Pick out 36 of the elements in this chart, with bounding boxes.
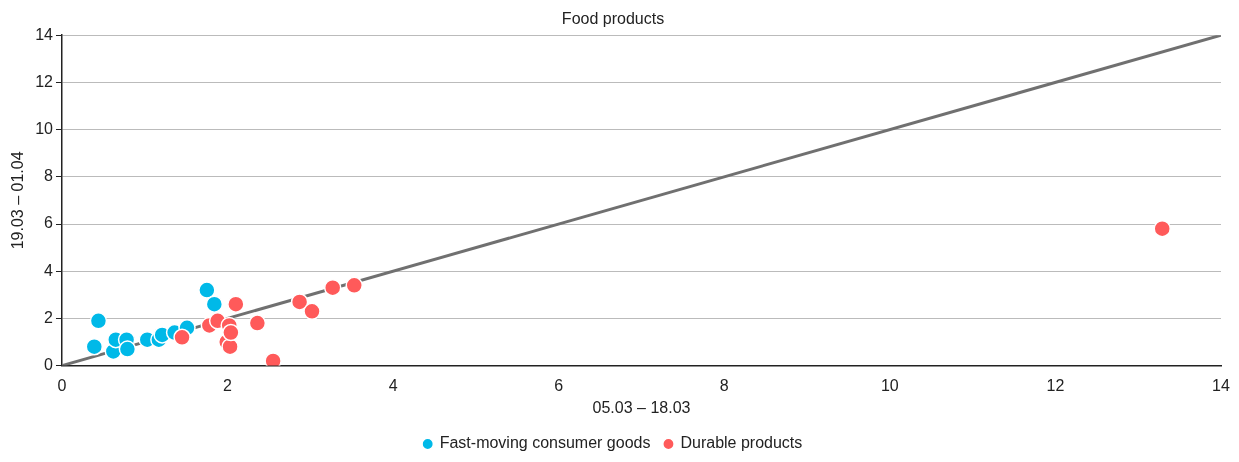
point xyxy=(198,281,216,299)
y-axis-title: 19.03 – 01.04 xyxy=(9,151,27,250)
point xyxy=(205,295,224,313)
x-tick-label: 4 xyxy=(388,376,398,394)
y-tick-label: 10 xyxy=(35,120,54,138)
x-tick-label: 0 xyxy=(57,376,67,394)
x-axis-title: 05.03 – 18.03 xyxy=(592,398,691,416)
y-tick-label: 4 xyxy=(44,261,54,279)
legend-label: Durable products xyxy=(680,434,803,452)
point xyxy=(264,352,282,366)
chart-title: Food products xyxy=(561,10,665,28)
x-tick-label: 12 xyxy=(1046,376,1065,394)
y-tick-label: 14 xyxy=(35,25,54,43)
y-tick-label: 0 xyxy=(44,356,54,374)
x-tick-label: 2 xyxy=(223,376,233,394)
point xyxy=(118,340,137,358)
x-tick-label: 8 xyxy=(719,376,729,394)
point xyxy=(173,328,191,347)
x-tick-label: 14 xyxy=(1212,376,1230,394)
point xyxy=(85,337,104,356)
x-tick-label: 10 xyxy=(880,376,899,394)
x-tick-label: 6 xyxy=(554,376,564,394)
point xyxy=(1153,219,1171,238)
y-tick-label: 6 xyxy=(44,214,54,232)
y-tick-label: 2 xyxy=(44,308,54,326)
point xyxy=(248,314,267,332)
y-tick-label: 12 xyxy=(35,72,54,90)
point xyxy=(303,302,321,321)
point xyxy=(89,312,108,330)
point xyxy=(290,293,309,311)
point xyxy=(345,276,363,295)
point xyxy=(227,295,245,313)
legend-label: Fast-moving consumer goods xyxy=(439,434,651,452)
point xyxy=(222,323,240,342)
y-tick-label: 8 xyxy=(44,167,54,185)
point xyxy=(323,278,342,297)
